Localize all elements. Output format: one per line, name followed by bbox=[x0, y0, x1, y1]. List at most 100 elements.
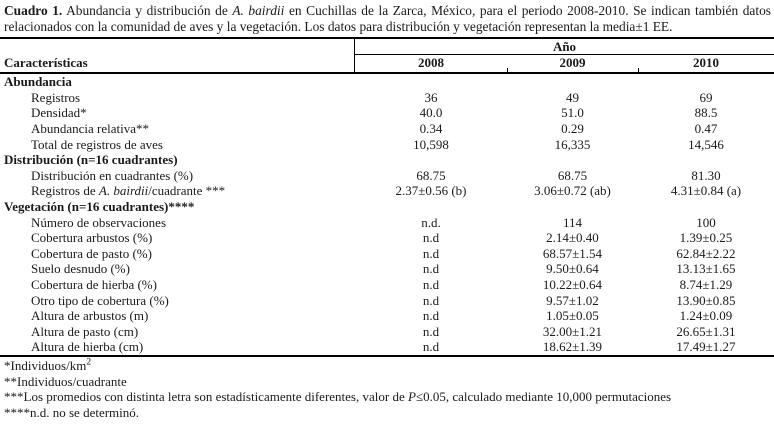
footnote-2: **Individuos/cuadrante bbox=[4, 373, 127, 389]
footnotes: *Individuos/km2 **Individuos/cuadrante *… bbox=[0, 357, 774, 421]
value-2009: 18.62±1.39 bbox=[542, 339, 603, 355]
row-label: Cobertura de hierba (%) bbox=[31, 276, 157, 292]
year-group-header: Año bbox=[355, 39, 774, 56]
table-row: Cobertura de hierba (%) n.d 10.22±0.64 8… bbox=[0, 277, 774, 293]
value-2009: 10.22±0.64 bbox=[542, 276, 603, 292]
year-column-group: Año 2008 2009 2010 bbox=[354, 39, 774, 73]
table-row: Número de observaciones n.d. 114 100 bbox=[0, 215, 774, 231]
header-bottom-rule bbox=[0, 72, 774, 75]
caption-label: Cuadro 1. bbox=[4, 3, 63, 18]
value-2010: 8.74±1.29 bbox=[679, 276, 733, 292]
row-label: Altura de arbustos (m) bbox=[31, 308, 149, 324]
row-label: Número de observaciones bbox=[31, 214, 167, 230]
value-2008: n.d bbox=[422, 261, 440, 277]
table-body: Abundancia Registros 36 49 69 Densidad* … bbox=[0, 74, 774, 355]
table-row: Altura de arbustos (m) n.d 1.05±0.05 1.2… bbox=[0, 308, 774, 324]
section-header-abundancia: Abundancia bbox=[0, 74, 774, 90]
value-2010: 26.65±1.31 bbox=[676, 323, 736, 339]
column-divider-tick bbox=[507, 68, 508, 73]
section-title: Vegetación (n=16 cuadrantes)**** bbox=[4, 198, 195, 214]
value-2010: 1.24±0.09 bbox=[679, 308, 733, 324]
value-2008: n.d. bbox=[421, 214, 441, 230]
value-2010: 81.30 bbox=[691, 167, 721, 183]
value-2008: 10,598 bbox=[413, 136, 449, 152]
value-2008: n.d bbox=[422, 245, 440, 261]
value-2009: 1.05±0.05 bbox=[546, 308, 599, 324]
row-label-species: A. bairdii bbox=[98, 183, 149, 199]
table-row: Altura de hierba (cm) n.d 18.62±1.39 17.… bbox=[0, 339, 774, 355]
row-label: Cobertura arbustos (%) bbox=[31, 230, 153, 246]
table-row: Total de registros de aves 10,598 16,335… bbox=[0, 137, 774, 153]
value-2010: 100 bbox=[696, 214, 716, 230]
column-header-caracteristicas: Características bbox=[4, 55, 88, 71]
row-label: Altura de pasto (cm) bbox=[31, 323, 139, 339]
row-label: Distribución en cuadrantes (%) bbox=[31, 167, 194, 183]
row-label: Suelo desnudo (%) bbox=[31, 261, 130, 277]
section-header-vegetacion: Vegetación (n=16 cuadrantes)**** bbox=[0, 199, 774, 215]
section-title: Abundancia bbox=[4, 74, 72, 90]
value-2008: 40.0 bbox=[419, 105, 443, 121]
value-2009: 32.00±1.21 bbox=[542, 323, 603, 339]
table-row: Cobertura de pasto (%) n.d 68.57±1.54 62… bbox=[0, 246, 774, 262]
value-2009: 51.0 bbox=[561, 105, 584, 121]
value-2008: 0.34 bbox=[419, 120, 443, 136]
value-2009: 9.50±0.64 bbox=[546, 261, 599, 277]
footnote-p-value-symbol: P bbox=[407, 389, 416, 405]
year-header-row: 2008 2009 2010 bbox=[355, 55, 774, 72]
value-2010: 13.13±1.65 bbox=[676, 261, 736, 277]
value-2010: 69 bbox=[699, 89, 713, 105]
row-label: Registros bbox=[31, 89, 81, 105]
table-row: Registros 36 49 69 bbox=[0, 90, 774, 106]
row-label: Densidad* bbox=[31, 105, 87, 121]
value-2008: 2.37±0.56 (b) bbox=[395, 183, 467, 199]
table-row: Cobertura arbustos (%) n.d 2.14±0.40 1.3… bbox=[0, 230, 774, 246]
table-row: Abundancia relativa** 0.34 0.29 0.47 bbox=[0, 121, 774, 137]
footnote-3: ***Los promedios con distinta letra son … bbox=[4, 389, 771, 405]
value-2009: 16,335 bbox=[554, 136, 591, 152]
footnote-1: *Individuos/km2 bbox=[4, 358, 771, 374]
value-2008: n.d bbox=[422, 323, 440, 339]
year-header-2008: 2008 bbox=[418, 55, 444, 71]
value-2010: 0.47 bbox=[694, 120, 718, 136]
value-2009: 3.06±0.72 (ab) bbox=[534, 183, 611, 199]
value-2010: 4.31±0.84 (a) bbox=[670, 183, 742, 199]
column-divider-tick bbox=[638, 68, 639, 73]
section-header-distribucion: Distribución (n=16 cuadrantes) bbox=[0, 152, 774, 168]
row-label: Abundancia relativa** bbox=[31, 120, 150, 136]
value-2009: 9.57±1.02 bbox=[546, 292, 599, 308]
table-row: Altura de pasto (cm) n.d 32.00±1.21 26.6… bbox=[0, 324, 774, 340]
value-2009: 68.75 bbox=[557, 167, 588, 183]
row-label: Otro tipo de cobertura (%) bbox=[31, 292, 169, 308]
table-top-rule bbox=[0, 37, 774, 40]
table-row: Otro tipo de cobertura (%) n.d 9.57±1.02… bbox=[0, 293, 774, 309]
value-2008: n.d bbox=[422, 308, 440, 324]
footnote-text: ***Los promedios con distinta letra son … bbox=[4, 389, 408, 405]
value-2009: 0.29 bbox=[561, 120, 584, 136]
value-2008: 36 bbox=[424, 89, 438, 105]
value-2010: 1.39±0.25 bbox=[679, 230, 733, 246]
table-row: Distribución en cuadrantes (%) 68.75 68.… bbox=[0, 168, 774, 184]
row-label: Cobertura de pasto (%) bbox=[31, 245, 152, 261]
caption-text-2: en Cuchillas de la Zarca, México, para e… bbox=[4, 3, 771, 34]
table-row: Suelo desnudo (%) n.d 9.50±0.64 13.13±1.… bbox=[0, 261, 774, 277]
value-2008: n.d bbox=[422, 276, 440, 292]
year-header-2009: 2009 bbox=[559, 55, 586, 71]
value-2008: n.d bbox=[422, 339, 440, 355]
value-2008: n.d bbox=[422, 292, 440, 308]
row-label: Total de registros de aves bbox=[31, 136, 163, 152]
footnote-text: *Individuos/km bbox=[4, 357, 87, 373]
value-2010: 88.5 bbox=[694, 105, 718, 121]
caption-species: A. bairdii bbox=[232, 3, 285, 18]
value-2009: 49 bbox=[566, 89, 579, 105]
row-label: Altura de hierba (cm) bbox=[31, 339, 144, 355]
row-label-text: Registros de bbox=[31, 183, 99, 199]
value-2010: 14,546 bbox=[688, 136, 724, 152]
value-2009: 68.57±1.54 bbox=[542, 245, 603, 261]
caption-text-1: Abundancia y distribución de bbox=[62, 3, 233, 18]
table-caption: Cuadro 1. Abundancia y distribución de A… bbox=[0, 0, 774, 34]
table-row: Registros de A. bairdii/cuadrante *** 2.… bbox=[0, 183, 774, 199]
value-2009: 2.14±0.40 bbox=[546, 230, 599, 246]
value-2010: 13.90±0.85 bbox=[676, 292, 736, 308]
table-row: Densidad* 40.0 51.0 88.5 bbox=[0, 105, 774, 121]
value-2010: 17.49±1.27 bbox=[676, 339, 736, 355]
